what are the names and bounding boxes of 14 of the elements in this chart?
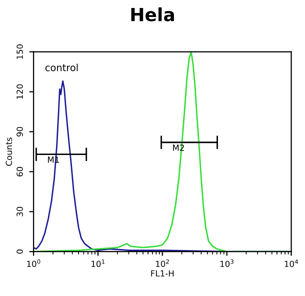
y-tick-label: 120 [16,84,23,99]
chart-title: Hela [131,7,174,22]
x-axis-title: FL1-H [151,270,174,276]
x-tick-label: 10$^{1}$ [92,259,105,268]
y-axis-title: Counts [6,138,12,166]
x-tick-label: 10$^{2}$ [156,259,169,268]
y-tick-label: 90 [16,126,23,136]
y-tick-label: 0 [16,250,23,254]
y-tick-label: 30 [16,206,23,216]
x-tick-label: 10$^{4}$ [284,259,298,268]
x-tick-label: 10$^{0}$ [27,259,40,268]
y-tick-label: 60 [16,166,23,176]
y-tick-label: 150 [16,44,23,59]
x-tick-label: 10$^{3}$ [220,259,234,268]
